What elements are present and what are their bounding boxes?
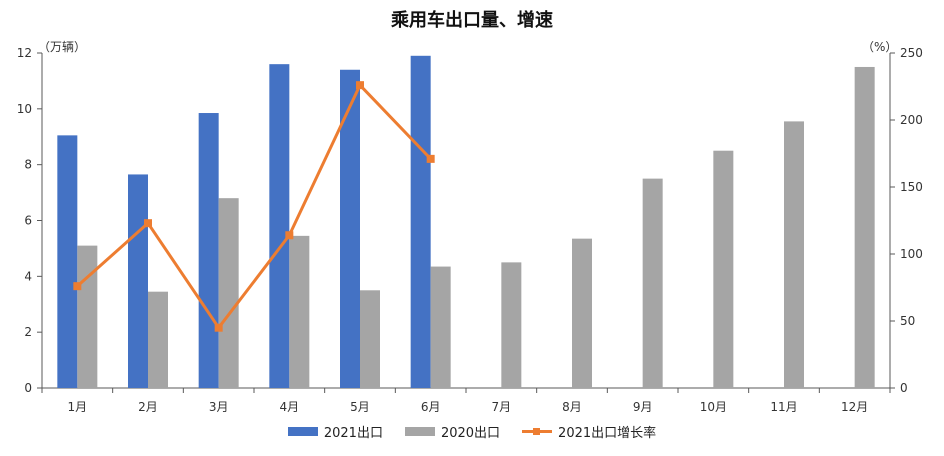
bar-2020出口-10月 (713, 150, 734, 388)
bar-2021出口-6月 (410, 55, 431, 389)
line-series-growth-rate (76, 83, 432, 330)
bar-2020出口-3月 (218, 198, 239, 388)
y-left-tick-label: 8 (24, 158, 32, 172)
y-right-tick-label: 50 (900, 314, 915, 328)
line-point-3月 (214, 323, 223, 332)
bar-2021出口-3月 (198, 113, 219, 388)
x-tick-label: 9月 (633, 400, 653, 414)
line-point-1月 (73, 282, 82, 291)
x-tick-label: 2月 (138, 400, 158, 414)
y-left-tick-label: 4 (24, 269, 32, 283)
x-tick-label: 11月 (770, 400, 797, 414)
bar-2020出口-5月 (360, 290, 380, 388)
y-left-tick-label: 10 (17, 102, 32, 116)
legend: 2021出口 2020出口 2021出口增长率 (0, 420, 944, 442)
chart-title: 乘用车出口量、增速 (390, 9, 553, 31)
legend-item-growth-rate: 2021出口增长率 (522, 422, 656, 441)
line-point-5月 (356, 81, 364, 90)
legend-swatch-2020-export (404, 426, 435, 436)
legend-swatch-growth-rate (522, 427, 553, 436)
y-left-tick-label: 2 (24, 325, 32, 339)
legend-swatch-2021-export (287, 426, 318, 436)
legend-item-2021-export: 2021出口 (287, 422, 383, 441)
bar-2021出口-5月 (340, 69, 360, 388)
y-right-tick-label: 150 (900, 180, 923, 194)
line-layer (73, 81, 435, 332)
line-point-6月 (426, 154, 435, 163)
x-tick-label: 10月 (700, 400, 727, 414)
y-left-tick-label: 6 (24, 214, 32, 228)
bar-2020出口-12月 (854, 66, 875, 388)
x-tick-label: 5月 (350, 400, 370, 414)
line-point-2月 (144, 219, 152, 228)
x-tick-label: 12月 (841, 400, 868, 414)
bar-2020出口-7月 (501, 262, 522, 388)
bar-2020出口-4月 (289, 235, 310, 388)
line-point-4月 (285, 231, 294, 240)
bar-2020出口-8月 (572, 238, 592, 388)
y-right-tick-label: 200 (900, 113, 923, 127)
y-right-tick-label: 100 (900, 247, 923, 261)
x-tick-label: 6月 (421, 400, 441, 414)
y-left-tick-label: 12 (17, 46, 32, 60)
legend-item-2020-export: 2020出口 (404, 422, 501, 441)
y-right-tick-label: 0 (900, 381, 908, 395)
y-left-unit: （万辆） (38, 40, 86, 54)
y-left-tick-label: 0 (24, 381, 32, 395)
legend-label-growth-rate: 2021出口增长率 (558, 425, 657, 441)
axes-layer: 0 2 4 6 8 10 12 0 50 100 150 200 250 1月 2月 3月 4月 5月 6月 7月 8月… (17, 46, 923, 414)
bar-2021出口-1月 (57, 135, 78, 388)
bar-2020出口-9月 (642, 178, 663, 388)
bar-2020出口-1月 (77, 245, 98, 388)
bar-2020出口-2月 (148, 291, 168, 388)
x-tick-label: 1月 (68, 400, 88, 414)
bar-2021出口-4月 (269, 64, 290, 389)
y-right-tick-label: 250 (900, 46, 923, 60)
y-right-unit: （%） (862, 40, 897, 54)
x-tick-label: 4月 (280, 400, 300, 414)
x-tick-label: 7月 (492, 400, 512, 414)
legend-label-2021-export: 2021出口 (323, 425, 383, 441)
bar-2020出口-6月 (430, 266, 451, 388)
legend-label-2020-export: 2020出口 (440, 425, 501, 441)
bar-2021出口-2月 (128, 174, 148, 388)
bars-layer (57, 55, 875, 389)
bar-2020出口-11月 (784, 121, 804, 388)
x-tick-label: 3月 (209, 400, 229, 414)
x-tick-label: 8月 (562, 400, 582, 414)
